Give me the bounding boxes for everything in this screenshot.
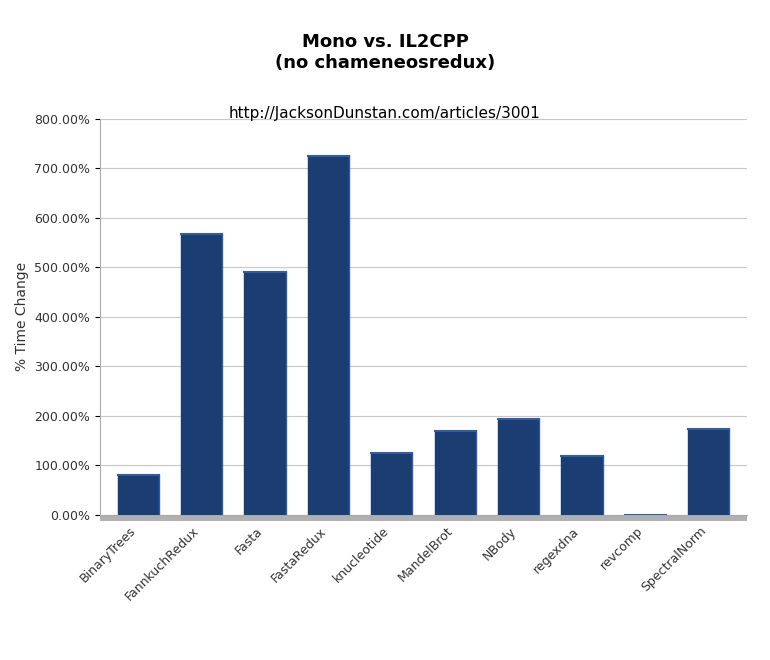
- Bar: [498, 419, 539, 515]
- Bar: [561, 457, 603, 515]
- Bar: [371, 453, 413, 515]
- Y-axis label: % Time Change: % Time Change: [15, 262, 28, 372]
- Bar: [308, 156, 349, 515]
- Bar: [244, 272, 286, 515]
- Bar: [100, 515, 747, 521]
- Bar: [688, 429, 729, 515]
- Bar: [118, 475, 159, 515]
- Text: Mono vs. IL2CPP
(no chameneosredux): Mono vs. IL2CPP (no chameneosredux): [275, 33, 495, 72]
- Bar: [181, 234, 223, 515]
- Bar: [434, 431, 476, 515]
- Text: http://JacksonDunstan.com/articles/3001: http://JacksonDunstan.com/articles/3001: [229, 106, 541, 121]
